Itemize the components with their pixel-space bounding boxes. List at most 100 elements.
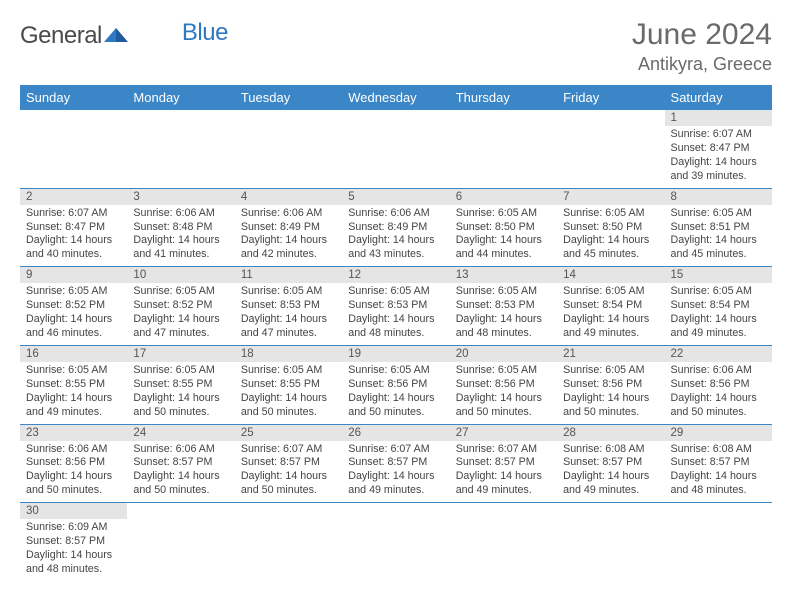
sunset-text: Sunset: 8:56 PM [348, 378, 443, 392]
calendar-day-cell: 2Sunrise: 6:07 AMSunset: 8:47 PMDaylight… [20, 188, 127, 267]
calendar-week-row: 9Sunrise: 6:05 AMSunset: 8:52 PMDaylight… [20, 267, 772, 346]
daylight-text: Daylight: 14 hours and 45 minutes. [563, 234, 658, 262]
day-details: Sunrise: 6:05 AMSunset: 8:52 PMDaylight:… [20, 283, 127, 345]
daylight-text: Daylight: 14 hours and 48 minutes. [26, 549, 121, 577]
daylight-text: Daylight: 14 hours and 39 minutes. [671, 156, 766, 184]
calendar-day-cell: 29Sunrise: 6:08 AMSunset: 8:57 PMDayligh… [665, 424, 772, 503]
calendar-body: 1Sunrise: 6:07 AMSunset: 8:47 PMDaylight… [20, 110, 772, 581]
logo: General Blue [20, 22, 228, 50]
day-number: 16 [20, 346, 127, 362]
sunset-text: Sunset: 8:51 PM [671, 221, 766, 235]
day-details: Sunrise: 6:06 AMSunset: 8:49 PMDaylight:… [342, 205, 449, 267]
day-number: 2 [20, 189, 127, 205]
logo-text-blue: Blue [182, 19, 228, 47]
sunset-text: Sunset: 8:52 PM [26, 299, 121, 313]
calendar-day-cell [235, 503, 342, 581]
calendar-day-cell: 5Sunrise: 6:06 AMSunset: 8:49 PMDaylight… [342, 188, 449, 267]
daylight-text: Daylight: 14 hours and 48 minutes. [456, 313, 551, 341]
sunrise-text: Sunrise: 6:05 AM [456, 285, 551, 299]
calendar-day-cell: 18Sunrise: 6:05 AMSunset: 8:55 PMDayligh… [235, 345, 342, 424]
day-number: 25 [235, 425, 342, 441]
weekday-header: Thursday [450, 85, 557, 110]
title-location: Antikyra, Greece [632, 54, 772, 75]
sunrise-text: Sunrise: 6:05 AM [563, 207, 658, 221]
sunset-text: Sunset: 8:47 PM [671, 142, 766, 156]
day-details: Sunrise: 6:05 AMSunset: 8:52 PMDaylight:… [127, 283, 234, 345]
sunset-text: Sunset: 8:57 PM [456, 456, 551, 470]
weekday-header: Tuesday [235, 85, 342, 110]
calendar-day-cell [342, 110, 449, 188]
day-details: Sunrise: 6:05 AMSunset: 8:54 PMDaylight:… [557, 283, 664, 345]
sunset-text: Sunset: 8:57 PM [133, 456, 228, 470]
day-details: Sunrise: 6:06 AMSunset: 8:49 PMDaylight:… [235, 205, 342, 267]
sunset-text: Sunset: 8:54 PM [563, 299, 658, 313]
calendar-day-cell: 22Sunrise: 6:06 AMSunset: 8:56 PMDayligh… [665, 345, 772, 424]
day-number: 30 [20, 503, 127, 519]
day-number: 22 [665, 346, 772, 362]
calendar-day-cell: 9Sunrise: 6:05 AMSunset: 8:52 PMDaylight… [20, 267, 127, 346]
day-number: 10 [127, 267, 234, 283]
calendar-week-row: 16Sunrise: 6:05 AMSunset: 8:55 PMDayligh… [20, 345, 772, 424]
daylight-text: Daylight: 14 hours and 50 minutes. [563, 392, 658, 420]
sunset-text: Sunset: 8:50 PM [456, 221, 551, 235]
daylight-text: Daylight: 14 hours and 45 minutes. [671, 234, 766, 262]
daylight-text: Daylight: 14 hours and 50 minutes. [241, 392, 336, 420]
sunset-text: Sunset: 8:55 PM [241, 378, 336, 392]
sunrise-text: Sunrise: 6:06 AM [133, 207, 228, 221]
weekday-header: Sunday [20, 85, 127, 110]
day-number: 7 [557, 189, 664, 205]
sunrise-text: Sunrise: 6:07 AM [26, 207, 121, 221]
daylight-text: Daylight: 14 hours and 44 minutes. [456, 234, 551, 262]
day-number: 6 [450, 189, 557, 205]
sunrise-text: Sunrise: 6:05 AM [26, 364, 121, 378]
daylight-text: Daylight: 14 hours and 50 minutes. [26, 470, 121, 498]
day-details: Sunrise: 6:05 AMSunset: 8:53 PMDaylight:… [342, 283, 449, 345]
day-details: Sunrise: 6:05 AMSunset: 8:53 PMDaylight:… [450, 283, 557, 345]
title-month: June 2024 [632, 18, 772, 52]
day-number: 26 [342, 425, 449, 441]
sunrise-text: Sunrise: 6:05 AM [241, 364, 336, 378]
sunset-text: Sunset: 8:57 PM [563, 456, 658, 470]
day-details: Sunrise: 6:05 AMSunset: 8:53 PMDaylight:… [235, 283, 342, 345]
sunset-text: Sunset: 8:56 PM [563, 378, 658, 392]
daylight-text: Daylight: 14 hours and 50 minutes. [241, 470, 336, 498]
day-details: Sunrise: 6:06 AMSunset: 8:56 PMDaylight:… [20, 441, 127, 503]
daylight-text: Daylight: 14 hours and 50 minutes. [348, 392, 443, 420]
daylight-text: Daylight: 14 hours and 42 minutes. [241, 234, 336, 262]
sunset-text: Sunset: 8:52 PM [133, 299, 228, 313]
sunrise-text: Sunrise: 6:07 AM [456, 443, 551, 457]
calendar-day-cell [557, 110, 664, 188]
daylight-text: Daylight: 14 hours and 49 minutes. [26, 392, 121, 420]
day-details: Sunrise: 6:08 AMSunset: 8:57 PMDaylight:… [557, 441, 664, 503]
day-details: Sunrise: 6:05 AMSunset: 8:55 PMDaylight:… [235, 362, 342, 424]
day-details: Sunrise: 6:08 AMSunset: 8:57 PMDaylight:… [665, 441, 772, 503]
sunrise-text: Sunrise: 6:05 AM [241, 285, 336, 299]
sunrise-text: Sunrise: 6:07 AM [241, 443, 336, 457]
calendar-day-cell: 14Sunrise: 6:05 AMSunset: 8:54 PMDayligh… [557, 267, 664, 346]
day-number: 24 [127, 425, 234, 441]
day-number: 14 [557, 267, 664, 283]
sunrise-text: Sunrise: 6:05 AM [133, 364, 228, 378]
day-number: 1 [665, 110, 772, 126]
day-number: 4 [235, 189, 342, 205]
sunset-text: Sunset: 8:56 PM [456, 378, 551, 392]
calendar-day-cell: 20Sunrise: 6:05 AMSunset: 8:56 PMDayligh… [450, 345, 557, 424]
day-number: 13 [450, 267, 557, 283]
daylight-text: Daylight: 14 hours and 49 minutes. [671, 313, 766, 341]
sunset-text: Sunset: 8:53 PM [241, 299, 336, 313]
calendar-day-cell: 28Sunrise: 6:08 AMSunset: 8:57 PMDayligh… [557, 424, 664, 503]
day-details: Sunrise: 6:06 AMSunset: 8:57 PMDaylight:… [127, 441, 234, 503]
weekday-header: Saturday [665, 85, 772, 110]
calendar-day-cell [127, 503, 234, 581]
sunrise-text: Sunrise: 6:05 AM [456, 207, 551, 221]
calendar-week-row: 23Sunrise: 6:06 AMSunset: 8:56 PMDayligh… [20, 424, 772, 503]
sunrise-text: Sunrise: 6:05 AM [671, 285, 766, 299]
calendar-day-cell: 21Sunrise: 6:05 AMSunset: 8:56 PMDayligh… [557, 345, 664, 424]
day-number: 18 [235, 346, 342, 362]
calendar-day-cell: 6Sunrise: 6:05 AMSunset: 8:50 PMDaylight… [450, 188, 557, 267]
sunrise-text: Sunrise: 6:05 AM [563, 364, 658, 378]
day-details: Sunrise: 6:05 AMSunset: 8:50 PMDaylight:… [450, 205, 557, 267]
day-number: 23 [20, 425, 127, 441]
calendar-day-cell: 25Sunrise: 6:07 AMSunset: 8:57 PMDayligh… [235, 424, 342, 503]
weekday-header: Friday [557, 85, 664, 110]
